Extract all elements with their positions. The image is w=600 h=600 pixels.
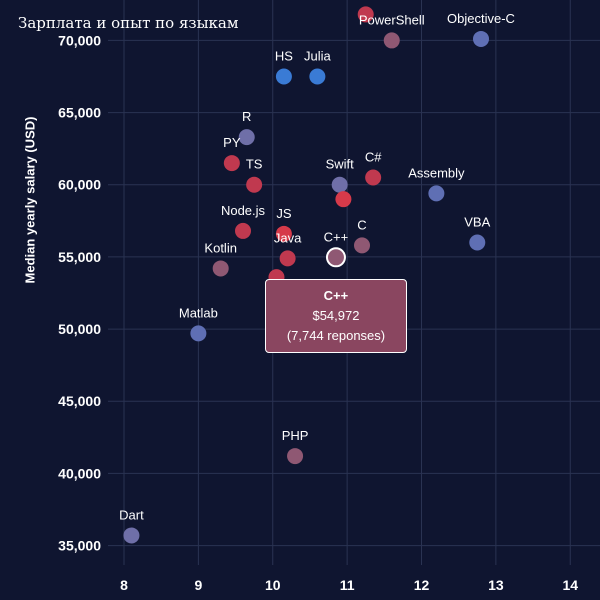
point-kotlin[interactable] xyxy=(212,260,229,277)
x-tick-label: 14 xyxy=(562,577,578,593)
point-node-js[interactable] xyxy=(235,222,251,239)
point-label: TS xyxy=(246,157,263,172)
point-label: Dart xyxy=(119,507,144,522)
point-c[interactable] xyxy=(354,237,370,254)
point-label: Kotlin xyxy=(204,240,237,255)
point-label: Objective-C xyxy=(447,11,515,26)
y-tick-label: 35,000 xyxy=(58,538,101,554)
x-axis-ticks: 8 9 10 11 12 13 14 xyxy=(120,577,578,593)
y-tick-label: 40,000 xyxy=(58,465,101,481)
y-tick-label: 55,000 xyxy=(58,249,101,265)
x-tick-label: 8 xyxy=(120,577,128,593)
x-tick-label: 13 xyxy=(488,577,504,593)
y-tick-label: 65,000 xyxy=(58,105,101,121)
point-label: PHP xyxy=(282,428,309,443)
point-matlab[interactable] xyxy=(190,325,207,342)
point-py[interactable] xyxy=(223,155,240,172)
y-tick-label: 60,000 xyxy=(58,177,101,193)
point-c-[interactable] xyxy=(325,247,346,268)
point-label: R xyxy=(242,109,251,124)
y-axis-ticks: 35,000 40,000 45,000 50,000 55,000 60,000 65,0… xyxy=(58,32,101,553)
point-js[interactable] xyxy=(275,225,292,242)
point-label: PY xyxy=(223,135,241,150)
point-swift[interactable] xyxy=(331,176,348,193)
point-bash-shell[interactable] xyxy=(357,6,374,23)
x-tick-label: 11 xyxy=(340,577,355,593)
point-unlabeled[interactable] xyxy=(335,191,352,208)
point-java[interactable] xyxy=(279,250,296,267)
point-julia[interactable] xyxy=(309,68,326,85)
y-tick-label: 45,000 xyxy=(58,393,101,409)
x-tick-label: 12 xyxy=(414,577,430,593)
point-label: Matlab xyxy=(179,305,218,320)
point-label: JS xyxy=(276,206,292,221)
tooltip-value: $54,972 xyxy=(312,308,360,324)
point-label: PowerShell xyxy=(359,12,425,27)
point-objective-c[interactable] xyxy=(473,30,489,47)
point-label: HS xyxy=(275,48,293,63)
tooltip-responses: (7,744 reponses) xyxy=(286,328,386,344)
point-label: Bash/Shell xyxy=(335,0,397,1)
point-label: C xyxy=(357,217,366,232)
point-label: Assembly xyxy=(408,165,465,180)
chart-title: Зарплата и опыт по языкам xyxy=(18,14,239,32)
y-axis-label: Median yearly salary (USD) xyxy=(22,116,38,284)
point-label: Swift xyxy=(326,157,355,172)
point-vba[interactable] xyxy=(469,234,486,251)
point-labels: Bash/ShellPowerShellObjective-CHSJuliaRP… xyxy=(119,0,515,522)
data-points xyxy=(123,6,489,544)
point-dart[interactable] xyxy=(123,527,140,544)
grid-lines xyxy=(108,0,600,565)
point-tooltip: C++ $54,972 (7,744 reponses) xyxy=(264,279,407,354)
point-assembly[interactable] xyxy=(428,185,445,202)
point-hs[interactable] xyxy=(275,68,292,85)
point-label: C# xyxy=(365,150,382,165)
point-label: VBA xyxy=(464,214,490,229)
point-c-[interactable] xyxy=(365,169,382,186)
point-label: C++ xyxy=(324,229,349,244)
point-label: Julia xyxy=(304,48,332,63)
x-tick-label: 9 xyxy=(194,577,202,593)
y-tick-label: 70,000 xyxy=(58,32,101,48)
point-php[interactable] xyxy=(287,448,304,465)
point-label: Node.js xyxy=(221,203,266,218)
point-label: Java xyxy=(274,230,302,245)
x-tick-label: 10 xyxy=(265,577,281,593)
tooltip-title: C++ xyxy=(323,288,349,304)
point-powershell[interactable] xyxy=(383,32,400,49)
point-r[interactable] xyxy=(238,129,255,146)
y-tick-label: 50,000 xyxy=(58,321,101,337)
point-ts[interactable] xyxy=(246,176,263,193)
